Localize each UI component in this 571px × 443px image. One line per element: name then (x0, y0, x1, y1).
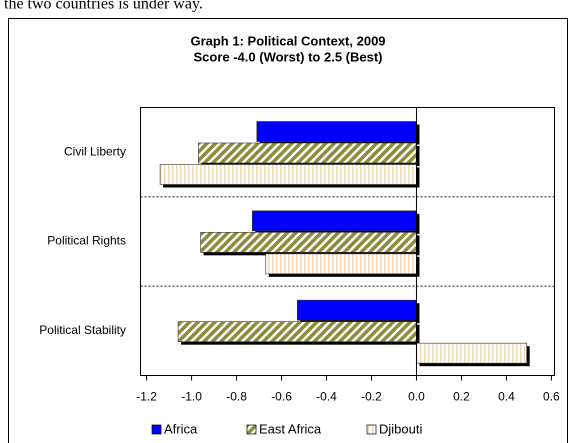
legend-swatch (246, 424, 257, 435)
legend-swatch (366, 424, 377, 435)
x-tick-label: 0.6 (543, 390, 560, 404)
bar (256, 121, 417, 142)
x-tick-label: -0.2 (361, 390, 382, 404)
legend-swatch (151, 424, 162, 435)
x-tick-label: 0.2 (453, 390, 470, 404)
x-tick-label: -0.8 (226, 390, 247, 404)
x-tick-label: -0.4 (316, 390, 337, 404)
legend-label: East Africa (259, 421, 322, 436)
bar (265, 253, 417, 275)
y-tick-label: Political Rights (47, 234, 126, 248)
caption: the two countries is under way. (4, 0, 203, 13)
x-tick-label: 0.4 (498, 390, 515, 404)
bar (416, 342, 527, 364)
y-tick-label: Civil Liberty (64, 144, 126, 158)
x-tick-label: 0.0 (408, 390, 425, 404)
bar (177, 321, 417, 342)
bar (251, 210, 417, 232)
x-tick-label: -1.2 (136, 390, 157, 404)
y-tick-label: Political Stability (39, 323, 126, 337)
legend-label: Djibouti (379, 421, 422, 436)
x-tick-label: -0.6 (271, 390, 292, 404)
chart-subtitle: Score -4.0 (Worst) to 2.5 (Best) (193, 49, 382, 64)
bar (198, 142, 417, 164)
plot-area (140, 107, 555, 376)
x-tick-label: -1.0 (181, 390, 202, 404)
bar (200, 232, 417, 253)
bar (296, 299, 417, 321)
chart-title: Graph 1: Political Context, 2009 (190, 33, 385, 48)
legend-label: Africa (164, 421, 198, 436)
bar (159, 164, 417, 185)
